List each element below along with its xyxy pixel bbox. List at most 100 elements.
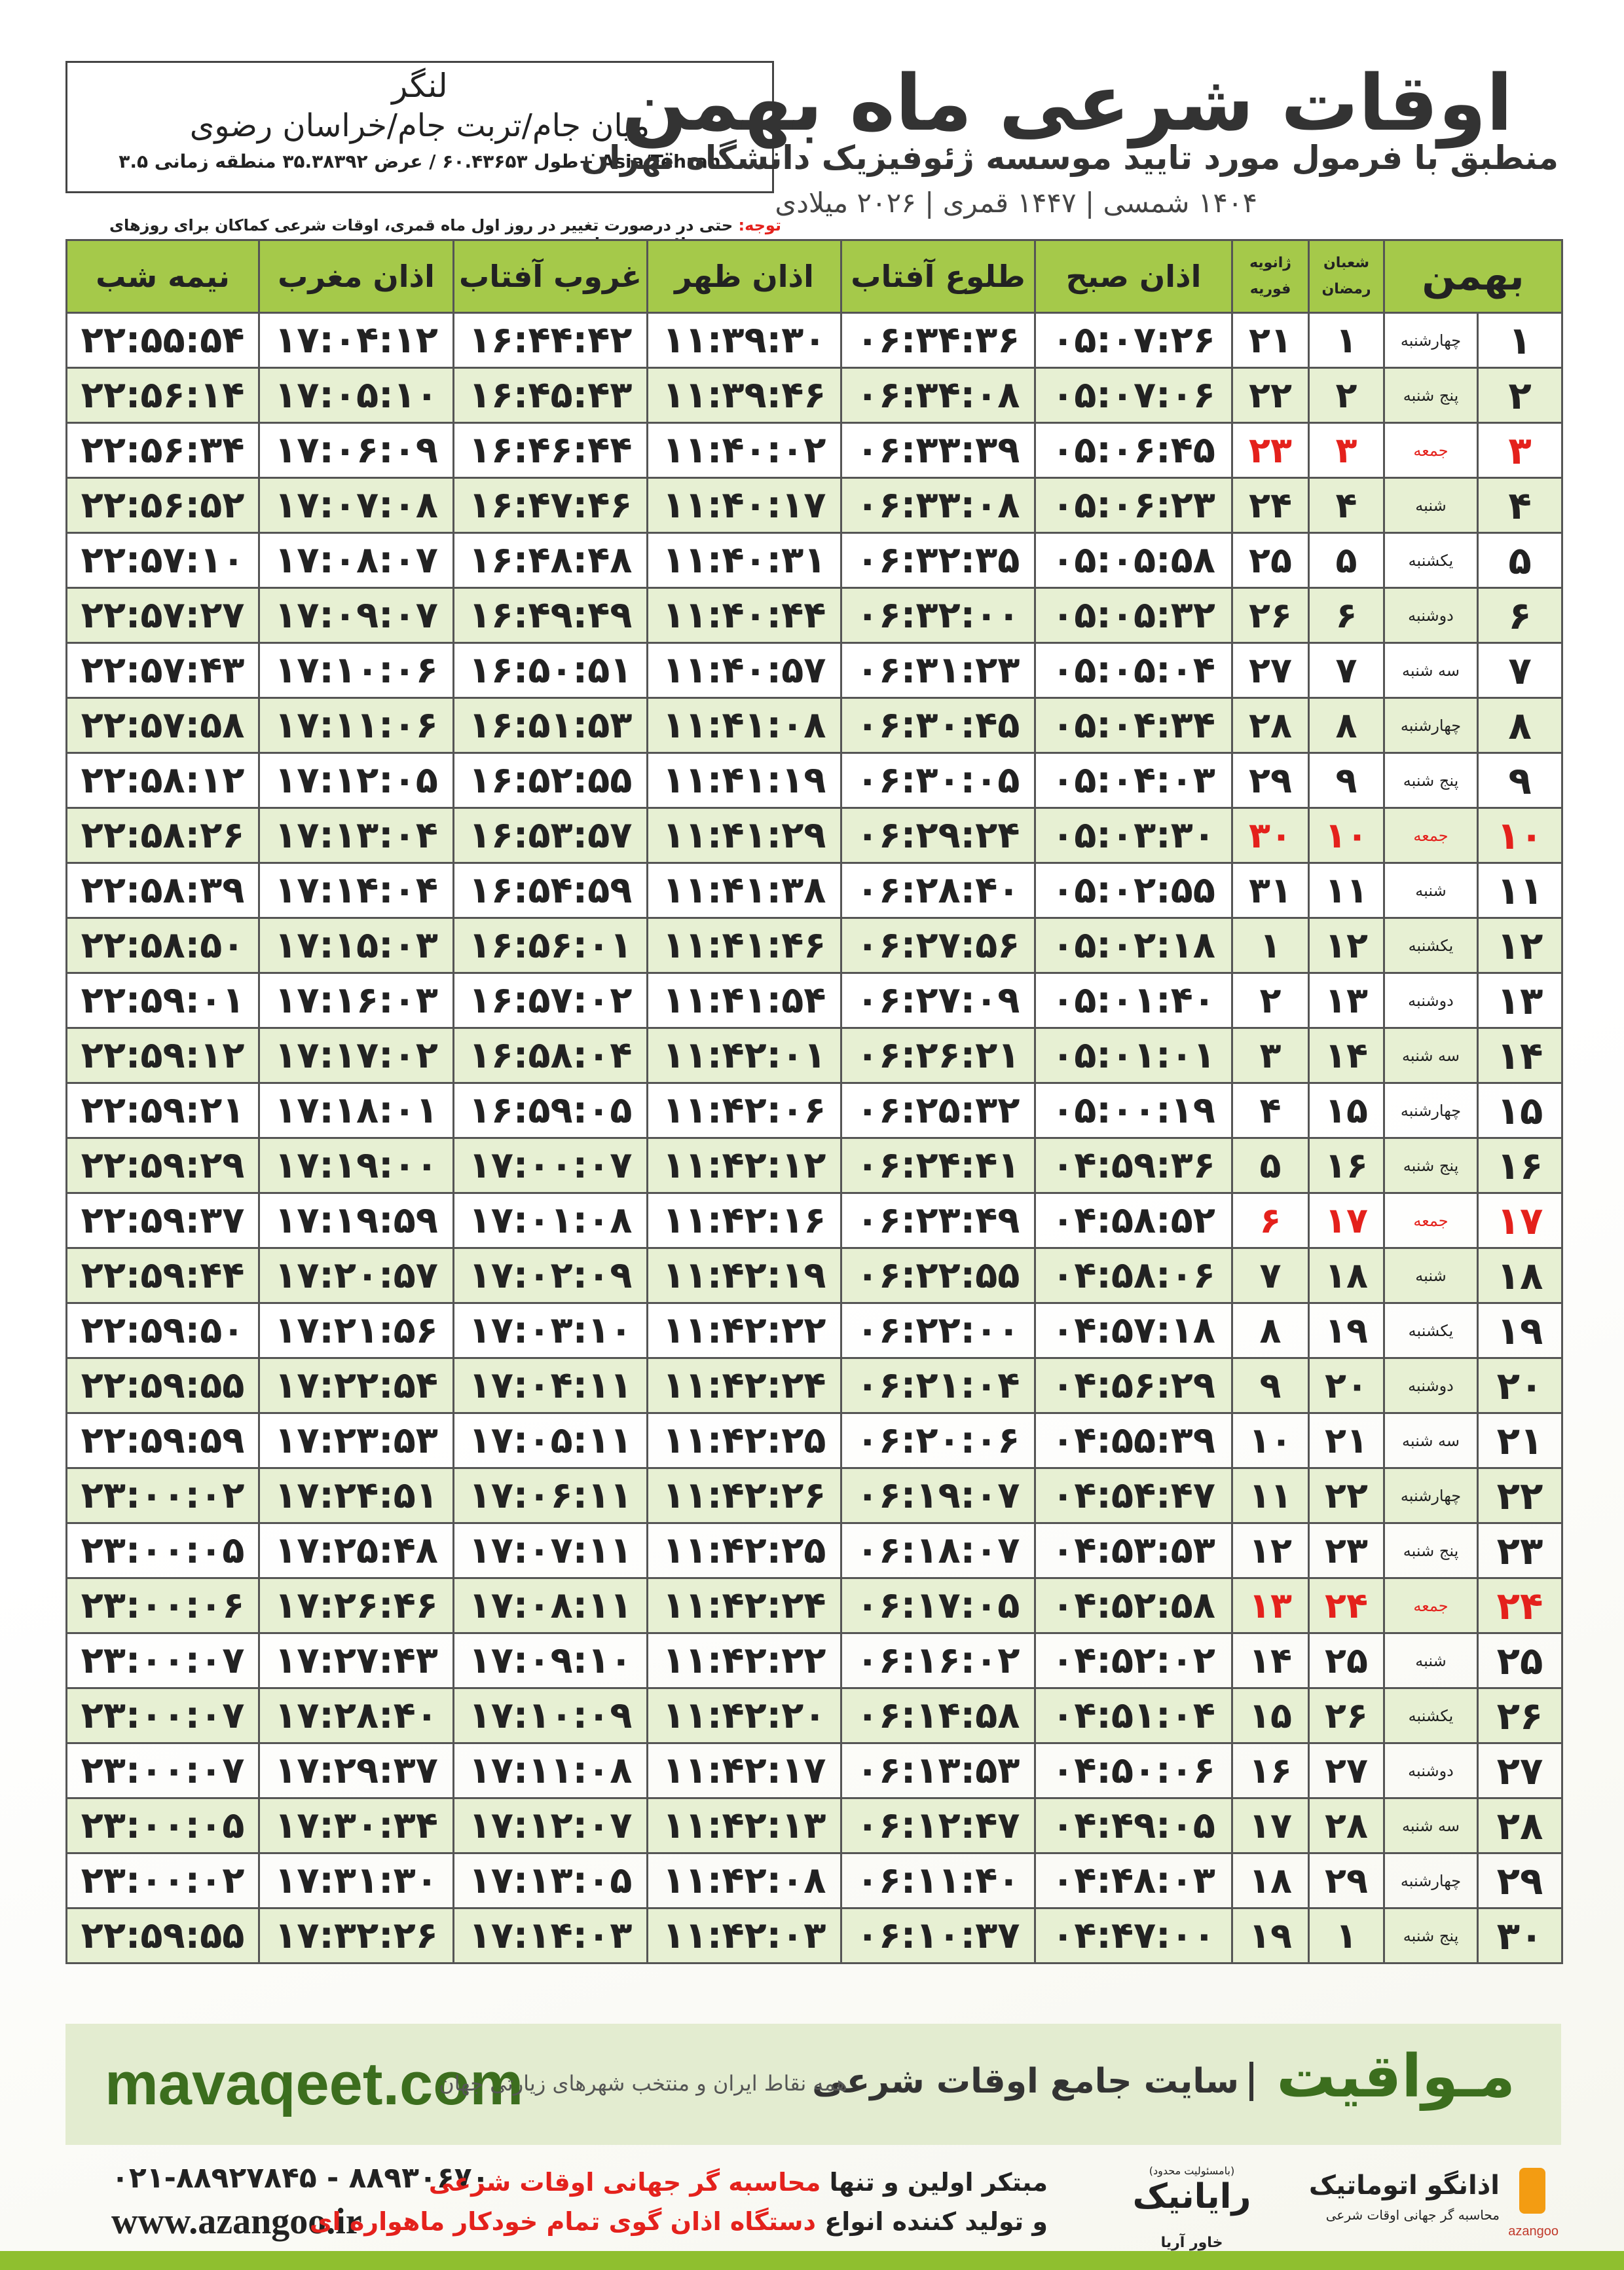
gregorian-day-cell: ۱۰ [1231, 1412, 1310, 1469]
date-line: ۱۴۰۴ شمسی | ۱۴۴۷ قمری | ۲۰۲۶ میلادی [775, 187, 1257, 219]
hijri-day-cell: ۱۹ [1308, 1302, 1385, 1359]
hijri-day-cell: ۳ [1308, 422, 1385, 479]
time-cell: ۱۱:۴۲:۲۴ [646, 1357, 842, 1414]
time-cell: ۱۷:۱۹:۰۰ [258, 1137, 454, 1194]
time-cell: ۰۴:۴۷:۰۰ [1034, 1907, 1233, 1964]
logo-main: اذانگو اتوماتیک [1308, 2170, 1500, 2201]
weekday-cell: جمعه [1382, 807, 1479, 864]
time-cell: ۲۲:۵۹:۵۵ [65, 1357, 260, 1414]
hijri-day-cell: ۱ [1308, 1907, 1385, 1964]
time-cell: ۱۷:۰۶:۱۱ [452, 1467, 648, 1524]
table-row: ۱۷ جمعه ۱۷ ۶ ۰۴:۵۸:۵۲ ۰۶:۲۳:۴۹ ۱۱:۴۲:۱۶ ۱۷:۰۱:۰… [65, 1192, 1564, 1249]
time-cell: ۲۲:۵۹:۲۹ [65, 1137, 260, 1194]
table-row: ۱۵ چهارشنبه ۱۵ ۴ ۰۵:۰۰:۱۹ ۰۶:۲۵:۳۲ ۱۱:۴۲:۰۶ ۱۶:… [65, 1082, 1564, 1139]
column-header: اذان صبح [1034, 239, 1233, 314]
brand: مـواقیت [1276, 2042, 1515, 2111]
hijri-day-cell: ۱۸ [1308, 1247, 1385, 1304]
hijri-day-cell: ۱۲ [1308, 917, 1385, 974]
time-cell: ۱۷:۲۸:۴۰ [258, 1687, 454, 1744]
time-cell: ۰۶:۲۵:۳۲ [840, 1082, 1036, 1139]
time-cell: ۰۶:۲۴:۴۱ [840, 1137, 1036, 1194]
time-cell: ۱۱:۴۲:۲۲ [646, 1632, 842, 1689]
hijri-day-cell: ۱۴ [1308, 1027, 1385, 1084]
time-cell: ۰۴:۵۱:۰۴ [1034, 1687, 1233, 1744]
column-header: اذان ظهر [646, 239, 842, 314]
time-cell: ۲۲:۵۹:۵۵ [65, 1907, 260, 1964]
gregorian-day-cell: ۱۳ [1231, 1577, 1310, 1634]
time-cell: ۱۷:۲۵:۴۸ [258, 1522, 454, 1579]
weekday-cell: سه شنبه [1382, 1412, 1479, 1469]
weekday-cell: چهارشنبه [1382, 1467, 1479, 1524]
logo-sub: محاسبه گر جهانی اوقات شرعی [1325, 2207, 1500, 2223]
time-cell: ۱۷:۲۱:۵۶ [258, 1302, 454, 1359]
time-cell: ۰۶:۳۴:۳۶ [840, 312, 1036, 369]
table-row: ۱۰ جمعه ۱۰ ۳۰ ۰۵:۰۳:۳۰ ۰۶:۲۹:۲۴ ۱۱:۴۱:۲۹ ۱۶:۵۳:… [65, 807, 1564, 864]
time-cell: ۲۲:۵۶:۱۴ [65, 367, 260, 424]
gregorian-day-cell: ۲۵ [1231, 532, 1310, 589]
table-row: ۵ یکشنبه ۵ ۲۵ ۰۵:۰۵:۵۸ ۰۶:۳۲:۳۵ ۱۱:۴۰:۳۱ ۱۶:۴۸:… [65, 532, 1564, 589]
column-header-line: رمضان [1321, 281, 1371, 297]
weekday-cell: سه شنبه [1382, 1027, 1479, 1084]
time-cell: ۲۲:۵۹:۴۴ [65, 1247, 260, 1304]
time-cell: ۰۵:۰۶:۲۳ [1034, 477, 1233, 534]
table-row: ۱۱ شنبه ۱۱ ۳۱ ۰۵:۰۲:۵۵ ۰۶:۲۸:۴۰ ۱۱:۴۱:۳۸ ۱۶:۵۴:… [65, 862, 1564, 919]
location-coords: طول ۶۰.۴۳۶۵۳ / عرض ۳۵.۳۸۳۹۲ منطقه زمانی … [119, 151, 721, 172]
time-cell: ۰۶:۳۰:۴۵ [840, 697, 1036, 754]
weekday-cell: شنبه [1382, 477, 1479, 534]
time-cell: ۰۵:۰۱:۰۱ [1034, 1027, 1233, 1084]
hijri-day-cell: ۱۳ [1308, 972, 1385, 1029]
time-cell: ۰۴:۵۳:۵۳ [1034, 1522, 1233, 1579]
table-row: ۲۸ سه شنبه ۲۸ ۱۷ ۰۴:۴۹:۰۵ ۰۶:۱۲:۴۷ ۱۱:۴۲:۱۳ ۱۷:… [65, 1797, 1564, 1854]
time-cell: ۱۱:۴۱:۳۸ [646, 862, 842, 919]
time-cell: ۱۱:۴۲:۱۶ [646, 1192, 842, 1249]
weekday-cell: دوشنبه [1382, 587, 1479, 644]
gregorian-day-cell: ۱ [1231, 917, 1310, 974]
gregorian-day-cell: ۱۶ [1231, 1742, 1310, 1799]
time-cell: ۱۷:۰۸:۰۷ [258, 532, 454, 589]
column-header-line: فوریه [1249, 281, 1291, 297]
day-cell: ۲۳ [1477, 1522, 1564, 1579]
website[interactable]: www.azangoo.ir [111, 2201, 362, 2242]
time-cell: ۱۶:۵۳:۵۷ [452, 807, 648, 864]
time-cell: ۱۷:۱۲:۰۷ [452, 1797, 648, 1854]
time-cell: ۲۳:۰۰:۰۷ [65, 1687, 260, 1744]
time-cell: ۱۷:۰۴:۱۱ [452, 1357, 648, 1414]
time-cell: ۱۱:۴۲:۲۵ [646, 1522, 842, 1579]
table-row: ۷ سه شنبه ۷ ۲۷ ۰۵:۰۵:۰۴ ۰۶:۳۱:۲۳ ۱۱:۴۰:۵۷ ۱۶:۵۰… [65, 642, 1564, 699]
column-header: نیمه شب [65, 239, 260, 314]
logo-main: رایانیک [1132, 2177, 1251, 2216]
time-cell: ۰۶:۲۷:۰۹ [840, 972, 1036, 1029]
time-cell: ۰۴:۵۸:۰۶ [1034, 1247, 1233, 1304]
gregorian-day-cell: ۲۹ [1231, 752, 1310, 809]
gregorian-day-cell: ۱۷ [1231, 1797, 1310, 1854]
day-cell: ۲۴ [1477, 1577, 1564, 1634]
hijri-day-cell: ۲۱ [1308, 1412, 1385, 1469]
time-cell: ۰۴:۵۲:۵۸ [1034, 1577, 1233, 1634]
time-cell: ۱۱:۴۲:۰۸ [646, 1852, 842, 1909]
time-cell: ۰۴:۵۹:۳۶ [1034, 1137, 1233, 1194]
day-cell: ۱۲ [1477, 917, 1564, 974]
hijri-day-cell: ۲۵ [1308, 1632, 1385, 1689]
table-body: ۱ چهارشنبه ۱ ۲۱ ۰۵:۰۷:۲۶ ۰۶:۳۴:۳۶ ۱۱:۳۹:۳۰ ۱۶:۴… [65, 312, 1564, 1964]
scope: همه نقاط ایران و منتخب شهرهای زیارتی جها… [439, 2071, 847, 2096]
time-cell: ۱۷:۰۸:۱۱ [452, 1577, 648, 1634]
time-cell: ۲۲:۵۷:۴۳ [65, 642, 260, 699]
table-row: ۳۰ پنج شنبه ۱ ۱۹ ۰۴:۴۷:۰۰ ۰۶:۱۰:۳۷ ۱۱:۴۲:۰۳ ۱۷:… [65, 1907, 1564, 1964]
weekday-cell: سه شنبه [1382, 1797, 1479, 1854]
time-cell: ۱۶:۴۵:۴۳ [452, 367, 648, 424]
day-cell: ۱۹ [1477, 1302, 1564, 1359]
time-cell: ۱۷:۰۵:۱۱ [452, 1412, 648, 1469]
time-cell: ۰۵:۰۲:۱۸ [1034, 917, 1233, 974]
time-cell: ۰۶:۲۶:۲۱ [840, 1027, 1036, 1084]
time-cell: ۰۶:۱۳:۵۳ [840, 1742, 1036, 1799]
logo-shape [1519, 2168, 1545, 2214]
hijri-day-cell: ۲۷ [1308, 1742, 1385, 1799]
time-cell: ۰۶:۲۲:۵۵ [840, 1247, 1036, 1304]
time-cell: ۱۶:۵۱:۵۳ [452, 697, 648, 754]
hijri-day-cell: ۲۳ [1308, 1522, 1385, 1579]
time-cell: ۱۱:۴۲:۲۰ [646, 1687, 842, 1744]
table-row: ۲۹ چهارشنبه ۲۹ ۱۸ ۰۴:۴۸:۰۳ ۰۶:۱۱:۴۰ ۱۱:۴۲:۰۸ ۱۷… [65, 1852, 1564, 1909]
hijri-day-cell: ۱۰ [1308, 807, 1385, 864]
time-cell: ۰۵:۰۷:۲۶ [1034, 312, 1233, 369]
site-url[interactable]: mavaqeet.com [105, 2051, 524, 2117]
